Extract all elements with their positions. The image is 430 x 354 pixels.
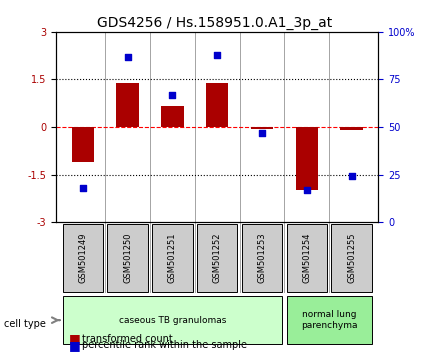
Text: cell type: cell type: [4, 319, 46, 329]
FancyBboxPatch shape: [286, 223, 327, 292]
FancyBboxPatch shape: [286, 296, 372, 344]
Text: GDS4256 / Hs.158951.0.A1_3p_at: GDS4256 / Hs.158951.0.A1_3p_at: [97, 16, 333, 30]
Bar: [206, 82, 228, 127]
Point: [258, 130, 265, 136]
FancyBboxPatch shape: [152, 223, 193, 292]
Bar: [71, 127, 94, 162]
Text: GSM501250: GSM501250: [123, 233, 132, 283]
Text: ■: ■: [69, 332, 80, 345]
FancyBboxPatch shape: [63, 296, 282, 344]
FancyBboxPatch shape: [108, 223, 148, 292]
Point: [303, 187, 310, 193]
Point: [169, 92, 176, 97]
Point: [348, 173, 355, 179]
Bar: [117, 82, 139, 127]
Text: GSM501255: GSM501255: [347, 233, 356, 283]
Text: GSM501254: GSM501254: [302, 233, 311, 283]
Bar: [251, 127, 273, 129]
FancyBboxPatch shape: [332, 223, 372, 292]
Point: [214, 52, 221, 57]
FancyBboxPatch shape: [197, 223, 237, 292]
Text: GSM501249: GSM501249: [78, 233, 87, 283]
Text: GSM501253: GSM501253: [258, 233, 267, 283]
Text: GSM501251: GSM501251: [168, 233, 177, 283]
Text: ■: ■: [69, 339, 80, 352]
Text: caseous TB granulomas: caseous TB granulomas: [119, 316, 226, 325]
Bar: [340, 127, 363, 130]
Text: GSM501252: GSM501252: [213, 233, 221, 283]
Bar: [161, 106, 184, 127]
FancyBboxPatch shape: [242, 223, 282, 292]
Text: transformed count: transformed count: [82, 334, 172, 344]
Text: percentile rank within the sample: percentile rank within the sample: [82, 340, 247, 350]
Bar: [295, 127, 318, 190]
FancyBboxPatch shape: [63, 223, 103, 292]
Point: [79, 185, 86, 191]
Point: [124, 54, 131, 59]
Text: normal lung
parenchyma: normal lung parenchyma: [301, 310, 357, 330]
